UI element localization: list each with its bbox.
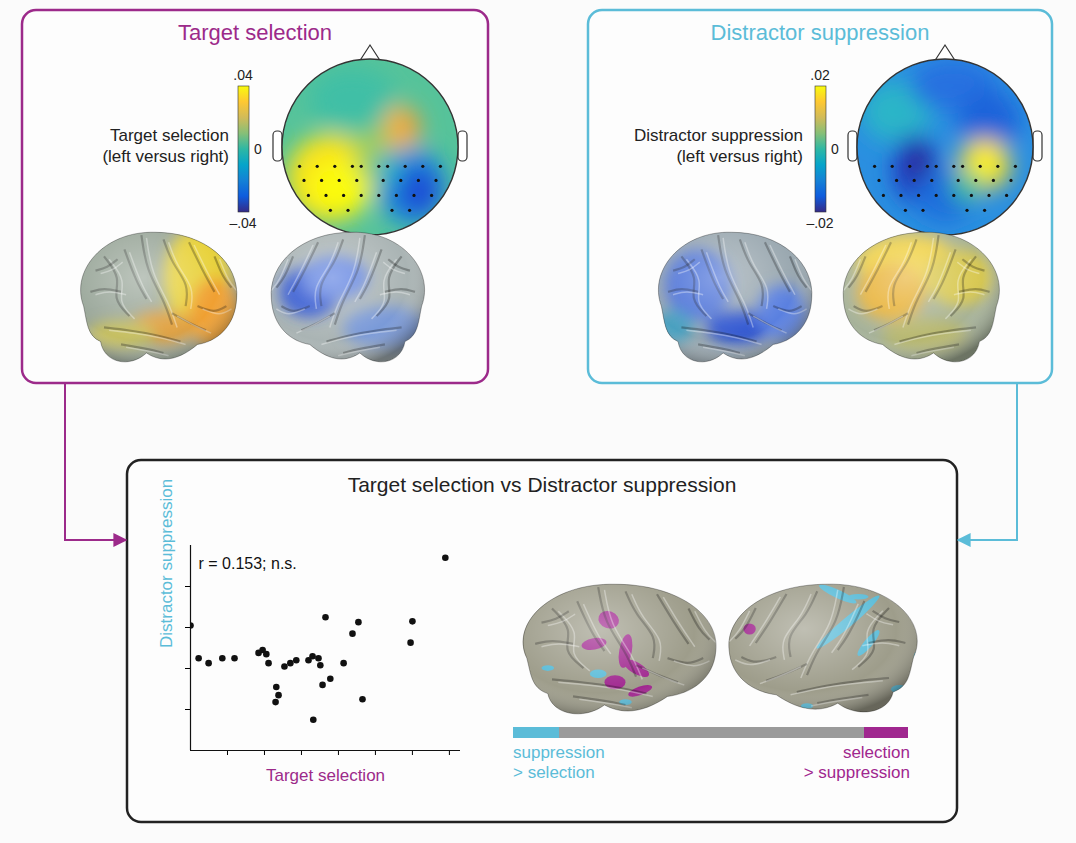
svg-text:> suppression: > suppression: [804, 763, 910, 782]
svg-text:Target selection: Target selection: [266, 766, 385, 785]
svg-text:selection: selection: [843, 743, 910, 762]
svg-text:–.02: –.02: [806, 215, 833, 231]
svg-text:Distractor suppression: Distractor suppression: [157, 479, 176, 648]
svg-text:Target selection: Target selection: [178, 20, 332, 45]
svg-text:Distractor suppression: Distractor suppression: [711, 20, 930, 45]
svg-text:(left versus right): (left versus right): [102, 147, 229, 166]
svg-text:–.04: –.04: [229, 215, 256, 231]
svg-text:0: 0: [254, 141, 262, 157]
svg-text:(left versus right): (left versus right): [676, 147, 803, 166]
svg-text:.02: .02: [810, 67, 830, 83]
svg-text:0: 0: [831, 141, 839, 157]
svg-text:r = 0.153; n.s.: r = 0.153; n.s.: [199, 555, 297, 572]
svg-text:Target selection: Target selection: [110, 126, 229, 145]
svg-text:Distractor suppression: Distractor suppression: [634, 126, 803, 145]
svg-text:.04: .04: [233, 67, 253, 83]
svg-text:Target selection vs Distractor: Target selection vs Distractor suppressi…: [348, 473, 737, 496]
svg-text:suppression: suppression: [513, 743, 605, 762]
svg-text:> selection: > selection: [513, 763, 595, 782]
